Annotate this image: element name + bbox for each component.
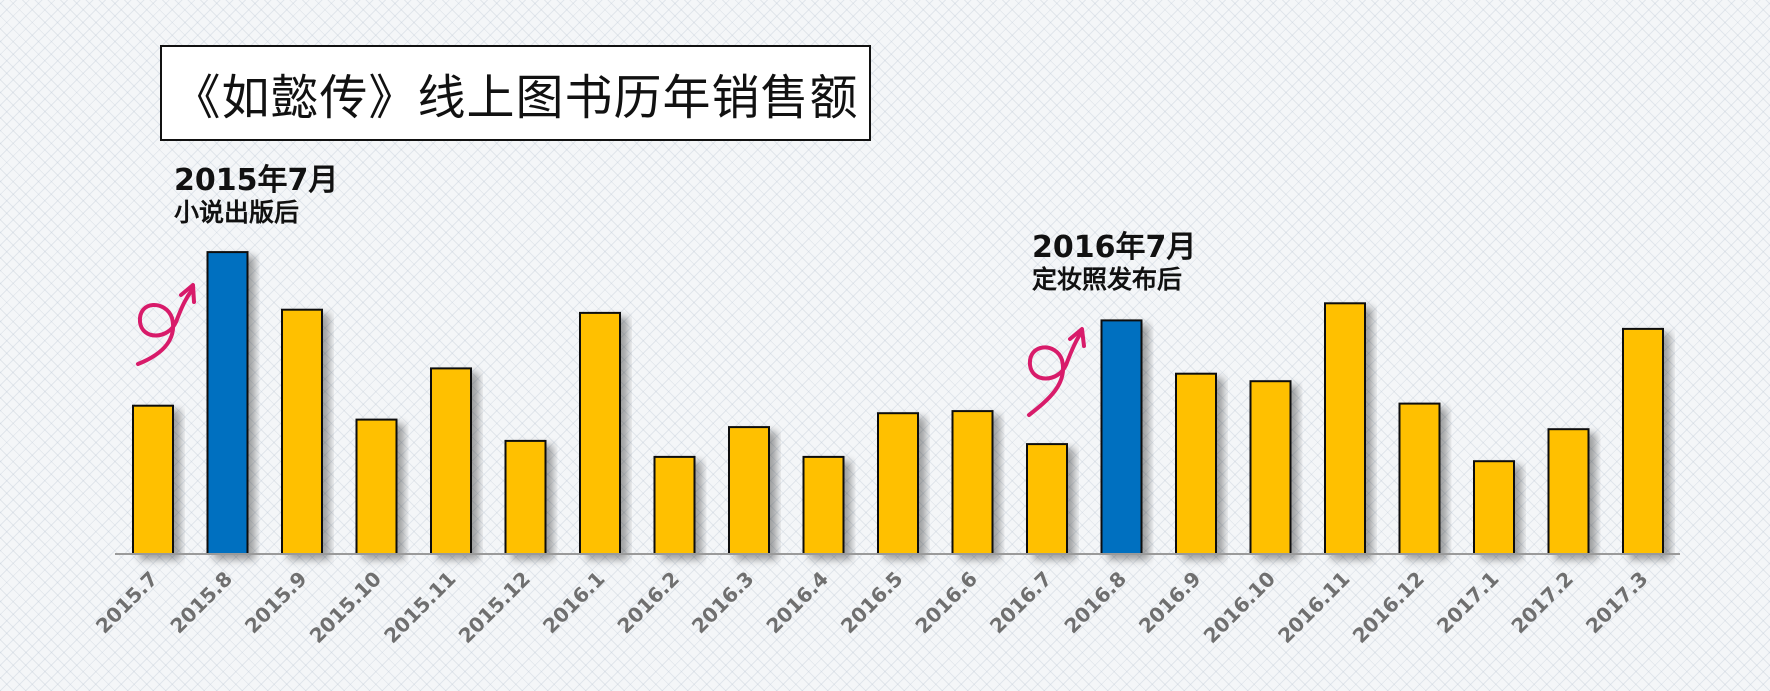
x-tick-label: 2015.7 (91, 567, 163, 639)
bar-2015.8 (206, 251, 249, 555)
x-tick-label: 2015.8 (165, 567, 237, 639)
x-tick-label: 2016.3 (687, 567, 759, 639)
bar-2016.1 (579, 311, 621, 555)
bar-2016.11 (1324, 302, 1366, 555)
x-tick-label: 2016.7 (985, 567, 1057, 639)
bar-2015.7 (132, 404, 174, 556)
x-tick-label: 2016.5 (836, 567, 908, 639)
annotation-event: 小说出版后 (174, 198, 300, 228)
x-tick-label: 2016.6 (910, 567, 982, 639)
x-tick-label: 2016.9 (1134, 567, 1206, 639)
x-tick-label: 2016.11 (1273, 567, 1354, 648)
x-tick-label: 2017.2 (1506, 567, 1578, 639)
x-tick-label: 2016.4 (761, 567, 833, 639)
bar-2016.5 (877, 412, 919, 556)
bar-2017.3 (1622, 327, 1664, 555)
x-tick-label: 2016.12 (1348, 567, 1429, 648)
x-tick-label: 2016.1 (538, 567, 610, 639)
growth-arrow-icon (136, 283, 196, 366)
bar-2017.1 (1473, 460, 1515, 556)
bar-2016.9 (1175, 372, 1217, 556)
x-tick-label: 2017.1 (1432, 567, 1504, 639)
bar-2015.9 (281, 308, 323, 556)
bar-2016.12 (1398, 402, 1441, 555)
annotation-date: 2016年7月 (1032, 230, 1197, 265)
annotation-date: 2015年7月 (174, 163, 339, 198)
x-tick-label: 2015.12 (454, 567, 535, 648)
bar-2015.12 (504, 439, 547, 555)
chart-title-box: 《如懿传》线上图书历年销售额 (160, 45, 871, 141)
bar-2016.4 (802, 455, 845, 555)
bar-2016.2 (653, 455, 696, 555)
x-tick-label: 2015.9 (240, 567, 312, 639)
growth-arrow-icon (1027, 327, 1086, 417)
bar-2015.10 (355, 418, 398, 555)
x-tick-label: 2016.8 (1059, 567, 1131, 639)
bar-2016.10 (1249, 380, 1292, 556)
bar-2016.6 (951, 410, 994, 555)
annotation-2016-july: 2016年7月 定妆照发布后 (1032, 230, 1196, 295)
bar-2016.3 (728, 426, 770, 556)
bar-2016.7 (1026, 443, 1068, 556)
bar-2017.2 (1547, 428, 1590, 556)
bars-layer (132, 251, 1664, 556)
annotation-event: 定妆照发布后 (1032, 265, 1183, 295)
chart-title: 《如懿传》线上图书历年销售额 (172, 70, 859, 126)
annotation-2015-july: 2015年7月 小说出版后 (174, 163, 338, 228)
x-tick-label: 2015.11 (379, 567, 460, 648)
x-tick-label: 2015.10 (305, 567, 386, 648)
bar-2015.11 (430, 367, 472, 555)
x-tick-label: 2016.2 (612, 567, 684, 639)
x-tick-label: 2017.3 (1581, 567, 1653, 639)
x-tick-label: 2016.10 (1199, 567, 1280, 648)
bar-2016.8 (1100, 319, 1143, 555)
